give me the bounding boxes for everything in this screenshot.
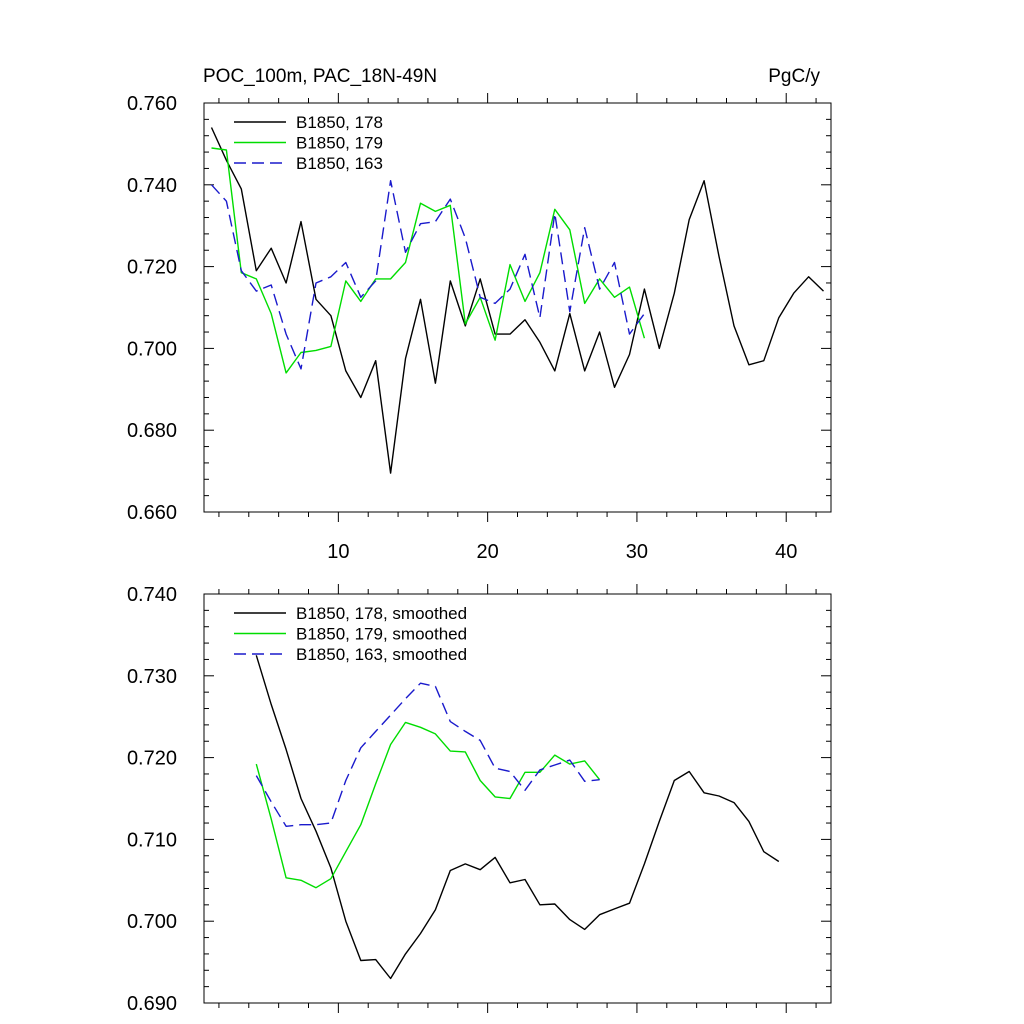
y-tick-label: 0.710 <box>127 829 177 851</box>
top-panel: POC_100m, PAC_18N-49N PgC/y 0.6600.6800.… <box>127 66 832 563</box>
x-tick-label: 20 <box>477 541 499 563</box>
y-tick-label: 0.730 <box>127 666 177 688</box>
y-tick-label: 0.700 <box>127 338 177 360</box>
legend-label-1: B1850, 178 <box>296 113 383 132</box>
series-line-3 <box>255 682 600 827</box>
bottom-panel: 0.690 0.700 0.710 0.720 0.730 0.740 B1850, 17… <box>127 584 832 1015</box>
top-ticks: 0.660 0.680 0.700 0.720 0.740 0.760 10 20 30 40 <box>127 93 831 563</box>
y-tick-label: 0.760 <box>127 93 177 115</box>
y-tick-label: 0.700 <box>127 911 177 933</box>
y-tick-label: 0.660 <box>127 502 177 524</box>
chart-title-left: POC_100m, PAC_18N-49N <box>203 66 437 87</box>
series-line-3 <box>210 179 645 370</box>
series-line-1 <box>255 655 780 980</box>
legend-label-3: B1850, 163, smoothed <box>296 645 467 664</box>
x-tick-label: 10 <box>327 541 349 563</box>
legend-label-2: B1850, 179, smoothed <box>296 625 467 644</box>
y-tick-label: 0.720 <box>127 748 177 770</box>
x-tick-label: 30 <box>626 541 648 563</box>
y-tick-label: 0.720 <box>127 257 177 279</box>
y-tick-label: 0.740 <box>127 584 177 606</box>
chart-units-label: PgC/y <box>768 66 820 87</box>
x-tick-label: 40 <box>775 541 797 563</box>
bottom-legend: B1850, 178, smoothed B1850, 179, smoothed… <box>234 604 467 664</box>
legend-label-1: B1850, 178, smoothed <box>296 604 467 623</box>
y-tick-label: 0.740 <box>127 175 177 197</box>
legend-label-2: B1850, 179 <box>296 134 383 153</box>
series-line-2 <box>211 147 646 374</box>
bottom-series <box>255 655 780 980</box>
y-tick-label: 0.690 <box>127 993 177 1015</box>
series-line-1 <box>210 127 824 474</box>
series-line-2 <box>255 721 601 889</box>
legend-label-3: B1850, 163 <box>296 154 383 173</box>
top-series <box>210 127 824 474</box>
bottom-ticks: 0.690 0.700 0.710 0.720 0.730 0.740 <box>127 584 831 1015</box>
y-tick-label: 0.680 <box>127 420 177 442</box>
